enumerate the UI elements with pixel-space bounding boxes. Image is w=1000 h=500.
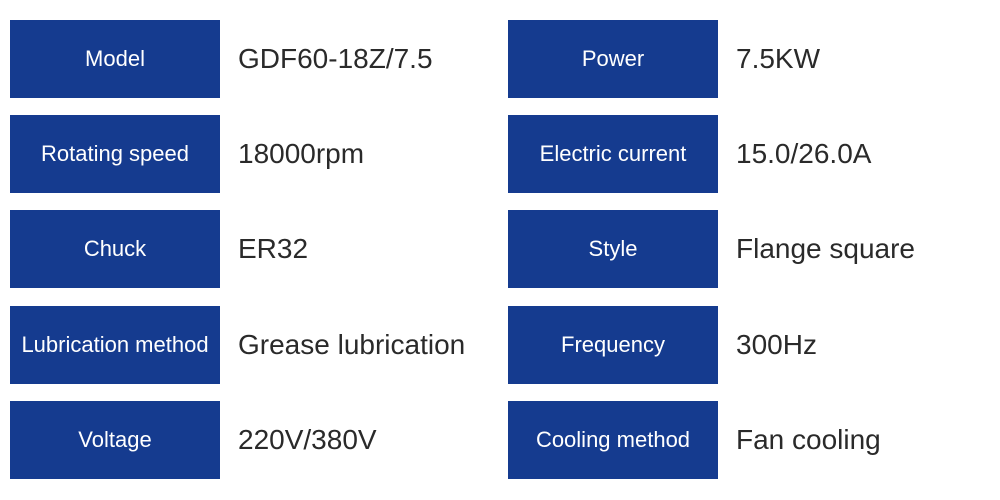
spec-label: Frequency [508,306,718,384]
spec-label: Rotating speed [10,115,220,193]
spec-label: Model [10,20,220,98]
spec-value: Flange square [718,210,990,288]
spec-value: 18000rpm [220,115,492,193]
spec-value: 7.5KW [718,20,990,98]
spec-row-chuck: Chuck ER32 [10,210,492,288]
spec-row-power: Power 7.5KW [508,20,990,98]
spec-row-rotating-speed: Rotating speed 18000rpm [10,115,492,193]
spec-label: Voltage [10,401,220,479]
spec-value: ER32 [220,210,492,288]
spec-value: 15.0/26.0A [718,115,990,193]
spec-row-cooling-method: Cooling method Fan cooling [508,401,990,479]
spec-value: 300Hz [718,306,990,384]
spec-row-electric-current: Electric current 15.0/26.0A [508,115,990,193]
spec-value: Grease lubrication [220,306,492,384]
spec-row-style: Style Flange square [508,210,990,288]
spec-value: 220V/380V [220,401,492,479]
spec-value: Fan cooling [718,401,990,479]
spec-value: GDF60-18Z/7.5 [220,20,492,98]
spec-row-lubrication-method: Lubrication method Grease lubrication [10,306,492,384]
spec-label: Style [508,210,718,288]
spec-label: Cooling method [508,401,718,479]
spec-row-model: Model GDF60-18Z/7.5 [10,20,492,98]
spec-row-frequency: Frequency 300Hz [508,306,990,384]
spec-row-voltage: Voltage 220V/380V [10,401,492,479]
spec-label: Chuck [10,210,220,288]
spec-table: Model GDF60-18Z/7.5 Power 7.5KW Rotating… [10,20,990,480]
spec-label: Electric current [508,115,718,193]
spec-label: Lubrication method [10,306,220,384]
spec-label: Power [508,20,718,98]
